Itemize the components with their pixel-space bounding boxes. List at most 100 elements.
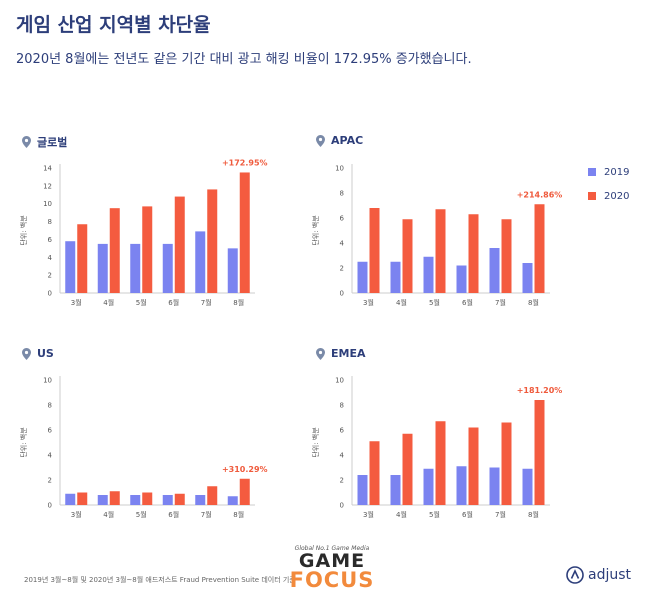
x-tick-label: 8월	[528, 298, 539, 307]
panel-title-us: US	[22, 347, 54, 360]
bar-2020	[174, 493, 185, 505]
x-tick-label: 5월	[429, 298, 440, 307]
bar-2020	[207, 189, 218, 293]
bar-2019	[390, 261, 401, 293]
legend-label: 2019	[604, 166, 630, 178]
source-note: 2019년 3월~8월 및 2020년 3월~8월 애드저스트 Fraud Pr…	[24, 576, 296, 584]
gamefocus-tagline: Global No.1 Game Media	[294, 545, 370, 552]
y-tick-label: 4	[340, 452, 345, 460]
bar-2020	[534, 204, 545, 293]
bar-2020	[109, 491, 120, 505]
x-tick-label: 7월	[495, 510, 506, 519]
bar-2019	[65, 493, 76, 505]
x-tick-label: 3월	[363, 510, 374, 519]
x-tick-label: 6월	[462, 298, 473, 307]
x-tick-label: 4월	[396, 510, 407, 519]
y-tick-label: 4	[340, 240, 345, 248]
y-tick-label: 2	[48, 272, 52, 280]
bar-2020	[369, 208, 380, 293]
panel-title-label: US	[37, 347, 54, 360]
x-tick-label: 3월	[363, 298, 374, 307]
panel-title-label: 글로벌	[37, 136, 68, 149]
bar-2019	[423, 256, 434, 293]
location-pin-icon	[22, 347, 31, 360]
bar-2019	[97, 495, 108, 505]
bar-2020	[239, 172, 250, 293]
y-axis-label: 단위: 백분	[311, 215, 320, 246]
bar-2019	[65, 241, 76, 293]
x-tick-label: 3월	[71, 298, 82, 307]
page-title: 게임 산업 지역별 차단율	[16, 14, 211, 36]
adjust-logo-text: adjust	[588, 567, 632, 583]
x-tick-label: 7월	[495, 298, 506, 307]
x-tick-label: 8월	[233, 510, 244, 519]
gamefocus-focus-text: FOCUS	[289, 568, 375, 592]
bar-2019	[522, 263, 533, 293]
bar-2019	[195, 495, 206, 505]
bar-2019	[195, 231, 206, 293]
bar-2019	[357, 475, 368, 505]
gamefocus-logo: Global No.1 Game Media GAME FOCUS	[262, 545, 402, 595]
y-tick-label: 10	[335, 377, 344, 385]
x-tick-label: 4월	[103, 510, 114, 519]
bar-2019	[522, 468, 533, 505]
y-tick-label: 2	[340, 477, 344, 485]
bar-2019	[357, 261, 368, 293]
bar-2019	[489, 467, 500, 505]
bar-2019	[97, 243, 108, 293]
bar-2020	[468, 214, 479, 293]
legend-swatch	[588, 192, 596, 200]
bar-2020	[435, 421, 446, 505]
bar-2020	[239, 478, 250, 505]
bar-2020	[402, 219, 413, 293]
x-tick-label: 6월	[168, 298, 179, 307]
x-tick-label: 6월	[168, 510, 179, 519]
y-tick-label: 14	[43, 165, 52, 173]
bar-2019	[390, 475, 401, 505]
y-tick-label: 10	[43, 377, 52, 385]
x-tick-label: 7월	[201, 510, 212, 519]
x-tick-label: 8월	[528, 510, 539, 519]
y-tick-label: 10	[335, 165, 344, 173]
x-tick-label: 6월	[462, 510, 473, 519]
y-tick-label: 2	[48, 477, 52, 485]
x-tick-label: 8월	[233, 298, 244, 307]
bar-2019	[162, 243, 173, 293]
location-pin-icon	[316, 347, 325, 360]
bar-2020	[435, 209, 446, 293]
y-tick-label: 4	[48, 254, 53, 262]
y-tick-label: 4	[48, 452, 53, 460]
bar-2020	[369, 441, 380, 505]
bar-2020	[142, 206, 153, 293]
location-pin-icon	[316, 134, 325, 147]
bar-2020	[402, 433, 413, 505]
y-tick-label: 6	[340, 427, 345, 435]
bar-2019	[489, 248, 500, 293]
y-tick-label: 8	[340, 190, 344, 198]
bar-2020	[501, 219, 512, 293]
y-tick-label: 8	[48, 402, 52, 410]
bar-2019	[456, 265, 467, 293]
gamefocus-game-text: GAME	[298, 550, 366, 572]
legend-label: 2020	[604, 190, 630, 202]
y-tick-label: 6	[340, 215, 345, 223]
y-tick-label: 0	[340, 502, 344, 510]
x-tick-label: 7월	[201, 298, 212, 307]
x-tick-label: 5월	[429, 510, 440, 519]
bar-2020	[207, 486, 218, 505]
x-tick-label: 4월	[396, 298, 407, 307]
bar-2020	[534, 400, 545, 505]
y-tick-label: 12	[43, 182, 52, 190]
bar-2020	[77, 492, 88, 505]
x-tick-label: 4월	[103, 298, 114, 307]
bar-2020	[501, 422, 512, 505]
legend-item-2020: 2020	[588, 184, 629, 208]
panel-title-apac: APAC	[316, 134, 363, 147]
y-tick-label: 10	[43, 200, 52, 208]
y-axis-label: 단위: 백분	[19, 215, 28, 246]
panel-title-label: EMEA	[331, 347, 366, 360]
change-annotation: +310.29%	[222, 465, 268, 474]
y-axis-label: 단위: 백분	[19, 427, 28, 458]
x-tick-label: 5월	[136, 510, 147, 519]
y-tick-label: 0	[48, 290, 52, 298]
